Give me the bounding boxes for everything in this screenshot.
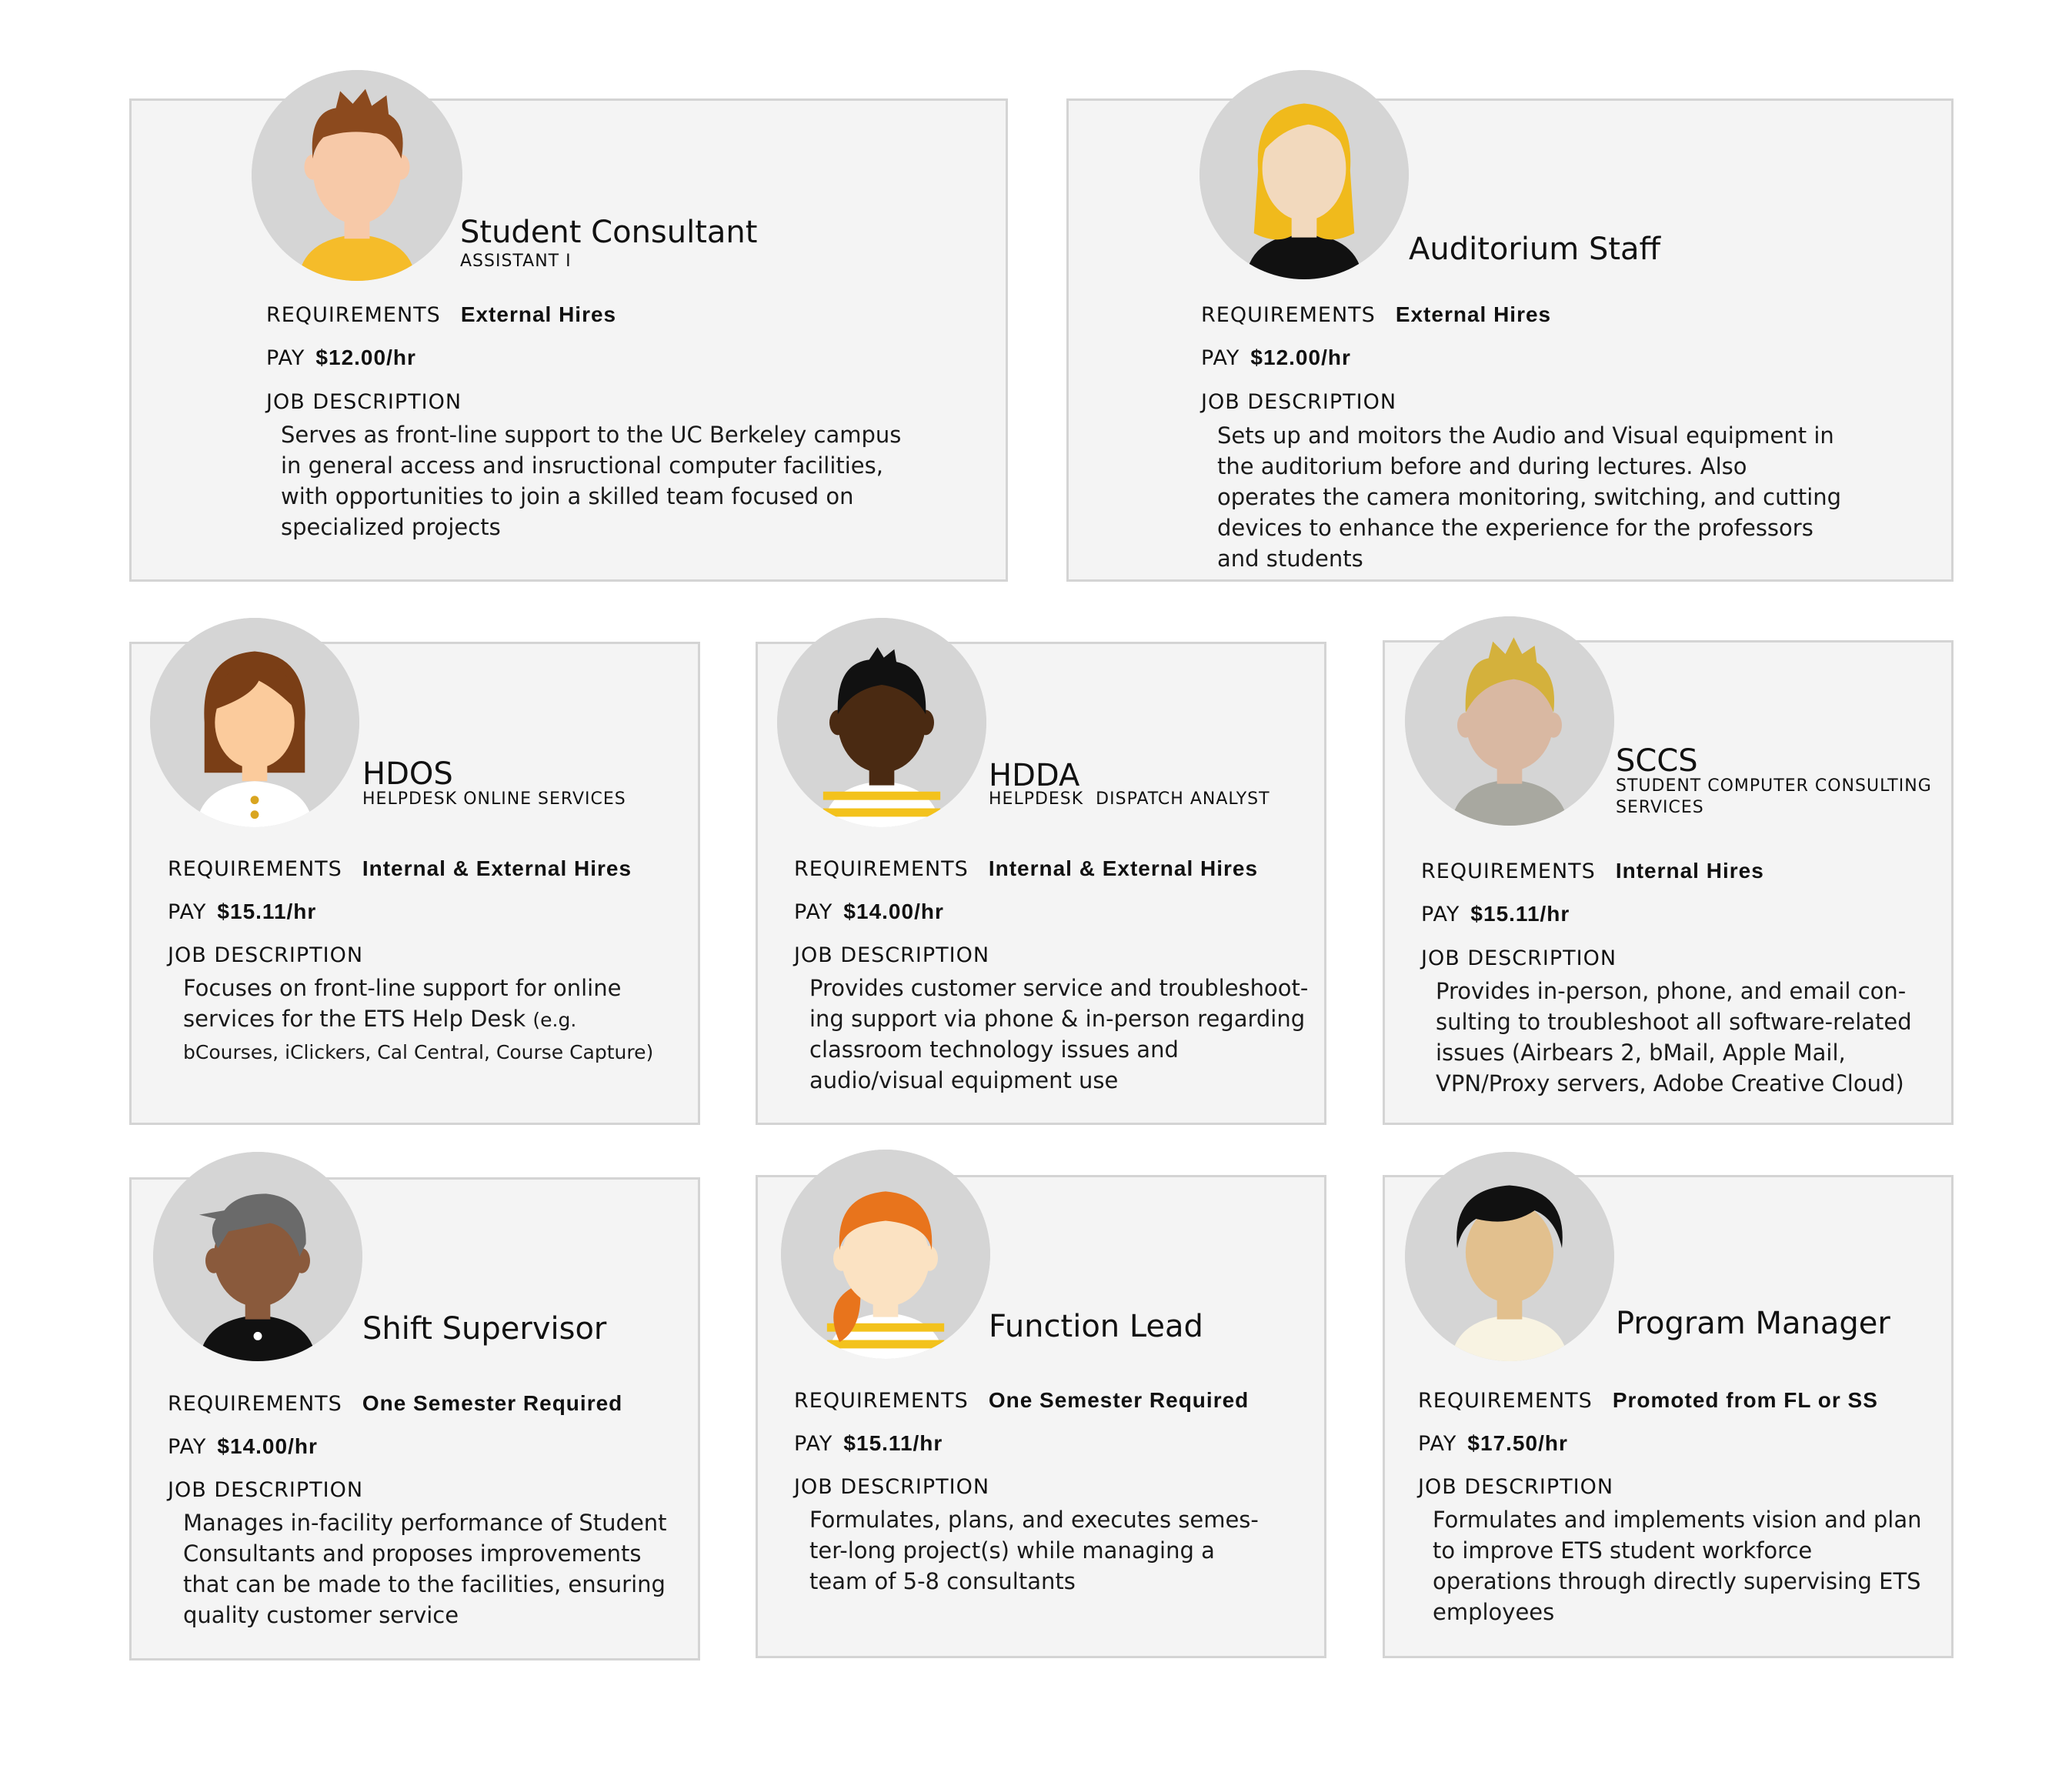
requirements-value: One Semester Required: [362, 1391, 623, 1415]
pay-row: PAY $15.11/hr: [168, 899, 316, 926]
requirements-label: REQUIREMENTS: [266, 303, 441, 327]
requirements-label: REQUIREMENTS: [168, 857, 342, 881]
pay-label: PAY: [168, 900, 207, 924]
requirements-row: REQUIREMENTS One Semester Required: [794, 1387, 1249, 1414]
job-description: Formulates and implements vision and pla…: [1433, 1507, 1922, 1625]
job-description-label-row: JOB DESCRIPTION: [1418, 1474, 1613, 1500]
pay-label: PAY: [266, 346, 305, 370]
requirements-label: REQUIREMENTS: [1421, 859, 1596, 883]
job-description: Manages in-facility performance of Stude…: [183, 1510, 667, 1628]
pay-value: $15.11/hr: [1470, 902, 1570, 926]
requirements-row: REQUIREMENTS Internal & External Hires: [168, 856, 632, 883]
requirements-row: REQUIREMENTS External Hires: [266, 302, 616, 329]
requirements-label: REQUIREMENTS: [168, 1392, 342, 1416]
person-dark-skin-short-hair-icon: [777, 618, 986, 827]
job-description-label: JOB DESCRIPTION: [266, 390, 462, 414]
pay-value: $15.11/hr: [843, 1431, 943, 1455]
pay-label: PAY: [168, 1435, 207, 1459]
requirements-label: REQUIREMENTS: [1418, 1389, 1593, 1413]
pay-row: PAY $12.00/hr: [1201, 345, 1351, 372]
person-gray-hair-icon: [153, 1152, 362, 1361]
job-title: HDOS: [362, 756, 453, 792]
job-description-label: JOB DESCRIPTION: [1421, 946, 1617, 970]
job-subtitle: STUDENT COMPUTER CONSULTING SERVICES: [1616, 776, 1932, 817]
job-title: Auditorium Staff: [1409, 232, 1661, 267]
job-description-label-row: JOB DESCRIPTION: [794, 942, 989, 969]
job-description-text: Focuses on front-line support for online…: [183, 975, 622, 1032]
pay-row: PAY $14.00/hr: [794, 899, 944, 926]
job-description-label: JOB DESCRIPTION: [1201, 390, 1397, 414]
requirements-row: REQUIREMENTS Internal & External Hires: [794, 856, 1258, 883]
pay-label: PAY: [1418, 1432, 1457, 1456]
job-description-examples: (e.g. bCourses, iClickers, Cal Central, …: [183, 1009, 654, 1063]
pay-value: $15.11/hr: [217, 900, 317, 923]
job-description: Provides in-person, phone, and email con…: [1436, 978, 1912, 1096]
pay-row: PAY $12.00/hr: [266, 345, 416, 372]
pay-value: $12.00/hr: [315, 345, 416, 369]
job-description-label-row: JOB DESCRIPTION: [168, 942, 363, 969]
job-description-label-row: JOB DESCRIPTION: [168, 1477, 363, 1504]
job-title: Function Lead: [989, 1309, 1203, 1344]
job-description: Focuses on front-line support for online…: [183, 973, 676, 1068]
pay-value: $14.00/hr: [843, 900, 944, 923]
job-title: Program Manager: [1616, 1306, 1890, 1341]
job-subtitle: ASSISTANT I: [460, 252, 572, 271]
person-brown-bob-hair-icon: [150, 618, 359, 827]
person-orange-ponytail-icon: [781, 1150, 990, 1359]
job-description: Serves as front-line support to the UC B…: [281, 422, 902, 540]
pay-value: $17.50/hr: [1467, 1431, 1568, 1455]
requirements-row: REQUIREMENTS External Hires: [1201, 302, 1551, 329]
job-description-label: JOB DESCRIPTION: [794, 1475, 990, 1499]
pay-row: PAY $14.00/hr: [168, 1434, 318, 1460]
job-subtitle: HELPDESK ONLINE SERVICES: [362, 789, 626, 809]
person-brown-spiky-hair-icon: [252, 70, 462, 281]
requirements-row: REQUIREMENTS Promoted from FL or SS: [1418, 1387, 1878, 1414]
job-description-label: JOB DESCRIPTION: [794, 943, 990, 967]
job-subtitle: HELPDESK DISPATCH ANALYST: [989, 789, 1270, 809]
job-description-label-row: JOB DESCRIPTION: [266, 389, 462, 416]
job-title: Student Consultant: [460, 215, 758, 250]
requirements-value: One Semester Required: [988, 1388, 1250, 1412]
pay-label: PAY: [1421, 903, 1460, 926]
requirements-row: REQUIREMENTS Internal Hires: [1421, 858, 1764, 885]
requirements-label: REQUIREMENTS: [794, 857, 969, 881]
requirements-value: Internal & External Hires: [362, 856, 632, 880]
job-description: Formulates, plans, and executes semes- t…: [809, 1507, 1259, 1594]
pay-label: PAY: [1201, 346, 1240, 370]
requirements-value: Promoted from FL or SS: [1612, 1388, 1878, 1412]
pay-value: $14.00/hr: [217, 1434, 318, 1458]
job-title: HDDA: [989, 758, 1080, 793]
requirements-label: REQUIREMENTS: [794, 1389, 969, 1413]
job-description: Provides customer service and troublesho…: [809, 975, 1309, 1093]
job-description-label: JOB DESCRIPTION: [1418, 1475, 1614, 1499]
pay-row: PAY $15.11/hr: [1421, 901, 1570, 928]
job-description-label-row: JOB DESCRIPTION: [794, 1474, 989, 1500]
job-description-label-row: JOB DESCRIPTION: [1421, 945, 1617, 972]
job-description-label: JOB DESCRIPTION: [168, 1478, 364, 1502]
job-title: Shift Supervisor: [362, 1311, 607, 1347]
requirements-row: REQUIREMENTS One Semester Required: [168, 1390, 622, 1417]
pay-value: $12.00/hr: [1250, 345, 1351, 369]
person-blonde-spiky-hair-icon: [1405, 616, 1614, 826]
job-description-label-row: JOB DESCRIPTION: [1201, 389, 1396, 416]
requirements-value: External Hires: [1395, 302, 1552, 326]
job-description-label: JOB DESCRIPTION: [168, 943, 364, 967]
person-black-hair-icon: [1405, 1152, 1614, 1361]
job-title: SCCS: [1616, 743, 1698, 779]
person-blonde-long-hair-icon: [1199, 70, 1409, 279]
requirements-value: Internal Hires: [1615, 859, 1764, 883]
pay-label: PAY: [794, 1432, 833, 1456]
requirements-label: REQUIREMENTS: [1201, 303, 1376, 327]
pay-row: PAY $17.50/hr: [1418, 1430, 1568, 1457]
requirements-value: External Hires: [460, 302, 617, 326]
pay-label: PAY: [794, 900, 833, 924]
requirements-value: Internal & External Hires: [988, 856, 1259, 880]
pay-row: PAY $15.11/hr: [794, 1430, 943, 1457]
job-description: Sets up and moitors the Audio and Visual…: [1217, 422, 1842, 572]
